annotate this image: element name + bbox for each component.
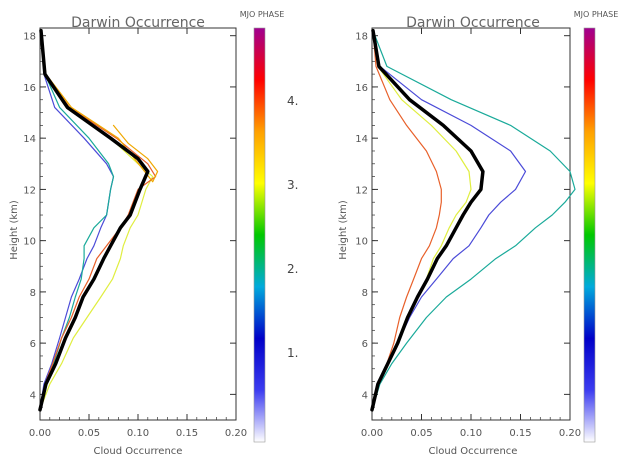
left-y-tick-label: 4 <box>30 390 36 401</box>
left-y-tick-label: 6 <box>30 339 36 350</box>
right-y-tick-label: 18 <box>355 32 368 43</box>
left-y-tick-label: 10 <box>23 237 36 248</box>
right-y-tick-label: 4 <box>362 390 368 401</box>
left-x-tick-label: 0.15 <box>176 428 198 439</box>
left-x-tick-label: 0.05 <box>78 428 100 439</box>
phase-label-3: 3. <box>287 178 298 192</box>
right-colorbar-gradient <box>584 28 595 442</box>
right-panel: Darwin Occurrence Cloud Occurrence Heigh… <box>338 15 581 456</box>
phase-label-1: 1. <box>287 346 298 360</box>
right-y-axis-label: Height (km) <box>338 200 349 260</box>
phase-label-4: 4. <box>287 94 298 108</box>
right-x-tick-label: 0.10 <box>460 428 482 439</box>
right-y-tick-label: 6 <box>362 339 368 350</box>
left-colorbar-title: MJO PHASE <box>240 10 285 19</box>
left-y-tick-label: 16 <box>23 83 36 94</box>
right-series-phase3-line <box>372 31 471 410</box>
left-y-tick-label: 18 <box>23 32 36 43</box>
right-x-tick-label: 0.20 <box>559 428 581 439</box>
left-x-tick-label: 0.20 <box>225 428 247 439</box>
right-x-tick-label: 0.15 <box>509 428 531 439</box>
left-panel: Darwin Occurrence Cloud Occurrence Heigh… <box>9 15 247 456</box>
right-y-tick-label: 14 <box>355 134 368 145</box>
right-y-tick-label: 16 <box>355 83 368 94</box>
left-colorbar: MJO PHASE 4. 3. 2. 1. <box>240 10 299 442</box>
right-x-tick-label: 0.00 <box>361 428 383 439</box>
right-colorbar-title: MJO PHASE <box>574 10 619 19</box>
right-series-phase1-line <box>372 31 526 410</box>
left-y-tick-label: 14 <box>23 134 36 145</box>
left-colorbar-gradient <box>254 28 265 442</box>
right-panel-title: Darwin Occurrence <box>406 15 540 31</box>
left-x-tick-label: 0.00 <box>29 428 51 439</box>
right-y-tick-label: 8 <box>362 288 368 299</box>
right-x-axis-label: Cloud Occurrence <box>429 446 518 456</box>
left-y-tick-label: 12 <box>23 185 36 196</box>
right-x-tick-label: 0.05 <box>410 428 432 439</box>
right-y-tick-label: 10 <box>355 237 368 248</box>
right-y-tick-label: 12 <box>355 185 368 196</box>
right-colorbar: MJO PHASE <box>574 10 619 442</box>
phase-label-2: 2. <box>287 262 298 276</box>
left-x-axis-label: Cloud Occurrence <box>94 446 183 456</box>
right-series-phase2-line <box>372 31 575 410</box>
left-y-tick-label: 8 <box>30 288 36 299</box>
left-y-axis-label: Height (km) <box>9 200 20 260</box>
left-series-phase2-line <box>40 31 114 410</box>
left-plot-frame <box>40 28 236 420</box>
left-x-tick-label: 0.10 <box>127 428 149 439</box>
